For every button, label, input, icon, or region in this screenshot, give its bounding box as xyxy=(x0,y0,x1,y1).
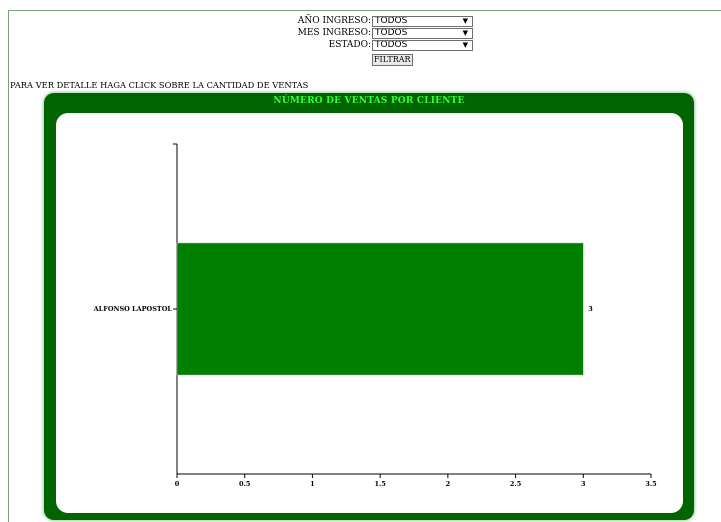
month-select[interactable]: TODOS ▼ xyxy=(372,28,473,39)
x-tick-label: 1.5 xyxy=(374,480,386,488)
bar xyxy=(176,242,584,376)
sales-per-client-chart: 0 0.5 1 1.5 2 2.5 3 3.5 ALFONSO LAPOSTOL 3 xyxy=(93,143,657,488)
dropdown-arrow-icon: ▼ xyxy=(462,41,468,49)
detail-hint-text: PARA VER DETALLE HAGA CLICK SOBRE LA CAN… xyxy=(10,80,309,90)
x-tick-label: 2.5 xyxy=(510,480,522,488)
filter-month-label: MES INGRESO: xyxy=(297,28,371,38)
y-tick-label: ALFONSO LAPOSTOL xyxy=(93,305,173,313)
bar-value-label[interactable]: 3 xyxy=(588,305,593,313)
dropdown-arrow-icon: ▼ xyxy=(462,29,468,37)
filter-status-row: ESTADO: TODOS ▼ xyxy=(0,39,721,52)
year-select[interactable]: TODOS ▼ xyxy=(372,16,473,27)
month-select-value: TODOS xyxy=(375,28,408,38)
x-tick-label: 2 xyxy=(446,480,451,488)
filter-year-label: AÑO INGRESO: xyxy=(297,16,371,26)
x-tick-label: 3.5 xyxy=(645,480,657,488)
filter-button[interactable]: FILTRAR xyxy=(372,54,413,66)
dropdown-arrow-icon: ▼ xyxy=(462,17,468,25)
x-tick-label: 0 xyxy=(175,480,180,488)
filter-month-row: MES INGRESO: TODOS ▼ xyxy=(0,27,721,40)
x-tick-label: 0.5 xyxy=(239,480,251,488)
year-select-value: TODOS xyxy=(375,16,408,26)
chart-panel: NÚMERO DE VENTAS POR CLIENTE 0 0.5 1 1.5 2 2.… xyxy=(44,93,694,520)
status-select-value: TODOS xyxy=(375,40,408,50)
chart-title: NÚMERO DE VENTAS POR CLIENTE xyxy=(273,96,465,106)
x-tick-label: 3 xyxy=(581,480,586,488)
filter-status-label: ESTADO: xyxy=(328,40,371,50)
filter-year-row: AÑO INGRESO: TODOS ▼ xyxy=(0,15,721,28)
status-select[interactable]: TODOS ▼ xyxy=(372,40,473,51)
page-frame xyxy=(8,10,721,522)
x-tick-label: 1 xyxy=(310,480,315,488)
chart-area: 0 0.5 1 1.5 2 2.5 3 3.5 ALFONSO LAPOSTOL 3 xyxy=(56,113,683,513)
